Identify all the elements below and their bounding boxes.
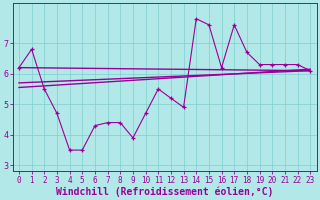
X-axis label: Windchill (Refroidissement éolien,°C): Windchill (Refroidissement éolien,°C) — [56, 186, 273, 197]
